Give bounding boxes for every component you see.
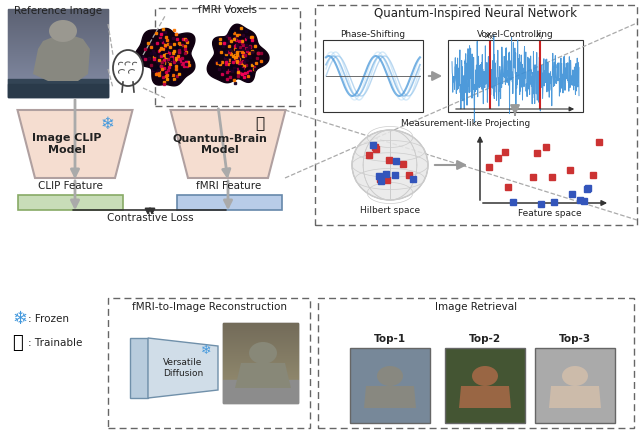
- FancyBboxPatch shape: [448, 40, 583, 112]
- Text: Top-2: Top-2: [469, 334, 501, 344]
- Text: : Trainable: : Trainable: [28, 338, 83, 348]
- Text: $x_k$: $x_k$: [484, 32, 496, 42]
- Text: 🔥: 🔥: [255, 117, 264, 131]
- Text: Measurement-like Projecting: Measurement-like Projecting: [401, 119, 531, 128]
- Text: ❄: ❄: [201, 343, 211, 357]
- FancyBboxPatch shape: [130, 338, 148, 398]
- Polygon shape: [170, 110, 285, 178]
- Text: Hilbert space: Hilbert space: [360, 206, 420, 215]
- Ellipse shape: [352, 130, 428, 200]
- Polygon shape: [549, 386, 601, 408]
- Text: Phase-Shifting: Phase-Shifting: [340, 30, 406, 39]
- Polygon shape: [33, 34, 90, 81]
- Text: 🔥: 🔥: [12, 334, 23, 352]
- Text: fMRI Voxels: fMRI Voxels: [198, 5, 257, 15]
- FancyBboxPatch shape: [177, 195, 282, 210]
- Text: fMRI-to-Image Reconstruction: fMRI-to-Image Reconstruction: [131, 302, 287, 312]
- Text: Voxel-Controlling: Voxel-Controlling: [477, 30, 554, 39]
- Polygon shape: [235, 363, 291, 388]
- Text: Quantum-Brain
Model: Quantum-Brain Model: [173, 133, 268, 155]
- Ellipse shape: [377, 366, 403, 386]
- Text: Quantum-Inspired Neural Network: Quantum-Inspired Neural Network: [374, 7, 577, 20]
- Ellipse shape: [113, 50, 143, 86]
- Ellipse shape: [562, 366, 588, 386]
- Text: fMRI Feature: fMRI Feature: [196, 181, 262, 191]
- Text: ❄: ❄: [12, 310, 27, 328]
- Text: Image Retrieval: Image Retrieval: [435, 302, 517, 312]
- Text: Versatile
Diffusion: Versatile Diffusion: [163, 358, 203, 378]
- Ellipse shape: [472, 366, 498, 386]
- Text: : Frozen: : Frozen: [28, 314, 69, 324]
- FancyBboxPatch shape: [350, 348, 430, 423]
- Text: $x_j$: $x_j$: [535, 31, 545, 42]
- Polygon shape: [459, 386, 511, 408]
- FancyBboxPatch shape: [223, 323, 298, 403]
- Polygon shape: [134, 28, 195, 86]
- Text: ❄: ❄: [100, 115, 114, 133]
- Text: Top-3: Top-3: [559, 334, 591, 344]
- FancyBboxPatch shape: [323, 40, 423, 112]
- FancyBboxPatch shape: [535, 348, 615, 423]
- Text: Feature space: Feature space: [518, 209, 582, 218]
- Text: Reference Image: Reference Image: [14, 6, 102, 16]
- Polygon shape: [17, 110, 132, 178]
- Text: Top-1: Top-1: [374, 334, 406, 344]
- Ellipse shape: [49, 20, 77, 42]
- Ellipse shape: [249, 342, 277, 364]
- FancyBboxPatch shape: [445, 348, 525, 423]
- Text: CLIP Feature: CLIP Feature: [38, 181, 102, 191]
- FancyBboxPatch shape: [18, 195, 123, 210]
- Polygon shape: [207, 24, 269, 83]
- Text: Image CLIP
Model: Image CLIP Model: [32, 133, 102, 155]
- Polygon shape: [364, 386, 416, 408]
- Text: Contrastive Loss: Contrastive Loss: [107, 213, 193, 223]
- FancyBboxPatch shape: [8, 9, 108, 97]
- Polygon shape: [148, 338, 218, 398]
